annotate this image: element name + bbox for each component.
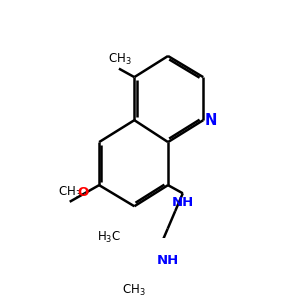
Text: H$_3$C: H$_3$C bbox=[97, 230, 121, 244]
Text: CH$_3$: CH$_3$ bbox=[122, 283, 146, 298]
Text: NH: NH bbox=[157, 254, 179, 267]
Text: O: O bbox=[78, 186, 89, 199]
Text: CH$_3$: CH$_3$ bbox=[108, 52, 132, 67]
Text: CH$_3$: CH$_3$ bbox=[58, 185, 82, 200]
Text: NH: NH bbox=[172, 196, 194, 209]
Text: N: N bbox=[205, 113, 218, 128]
